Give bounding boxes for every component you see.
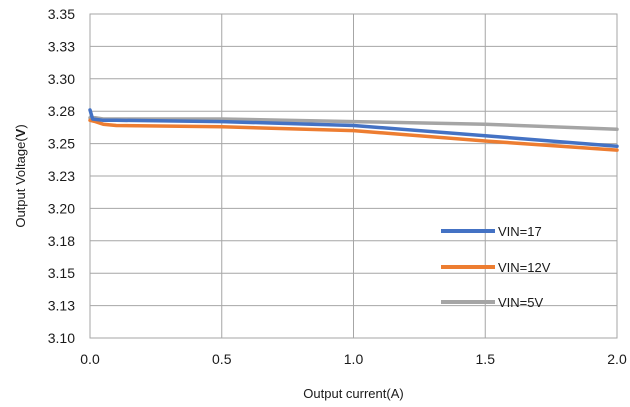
x-tick-label: 0.5 [212, 351, 232, 367]
legend-label: VIN=5V [498, 295, 543, 310]
x-axis-label: Output current(A) [303, 386, 403, 401]
y-tick-label: 3.28 [48, 103, 75, 119]
legend: VIN=17 VIN=12V VIN=5V [441, 224, 551, 310]
series-line-2 [88, 118, 619, 152]
x-tick-label: 1.0 [344, 351, 364, 367]
plot-frame [89, 13, 618, 339]
y-tick-label: 3.33 [48, 38, 75, 54]
x-tick-label: 0.0 [80, 351, 100, 367]
x-tick-label: 1.5 [476, 351, 496, 367]
y-tick-label: 3.18 [48, 233, 75, 249]
y-tick-label: 3.35 [48, 6, 75, 22]
y-tick-label: 3.15 [48, 265, 75, 281]
y-tick-label: 3.20 [48, 200, 75, 216]
x-tick-label: 2.0 [607, 351, 627, 367]
y-tick-label: 3.23 [48, 168, 75, 184]
y-tick-label: 3.13 [48, 298, 75, 314]
y-tick-label: 3.10 [48, 330, 75, 346]
y-tick-label: 3.30 [48, 71, 75, 87]
y-axis-label-suffix: ) [13, 124, 28, 128]
grid-lines [89, 13, 618, 339]
y-tick-labels: 3.10 3.13 3.15 3.18 3.20 3.23 3.25 3.28 3.30 3.33… [48, 6, 75, 346]
x-tick-labels: 0.0 0.5 1.0 1.5 2.0 [80, 351, 627, 367]
y-axis-label-prefix: Output Voltage( [13, 137, 28, 228]
legend-label: VIN=12V [498, 260, 551, 275]
y-axis-label-unit: V [13, 128, 28, 137]
series-line-1 [88, 108, 619, 148]
series-lines [88, 108, 619, 152]
y-tick-label: 3.25 [48, 136, 75, 152]
y-axis-label: Output Voltage(V) [13, 124, 28, 227]
legend-label: VIN=17 [498, 224, 542, 239]
